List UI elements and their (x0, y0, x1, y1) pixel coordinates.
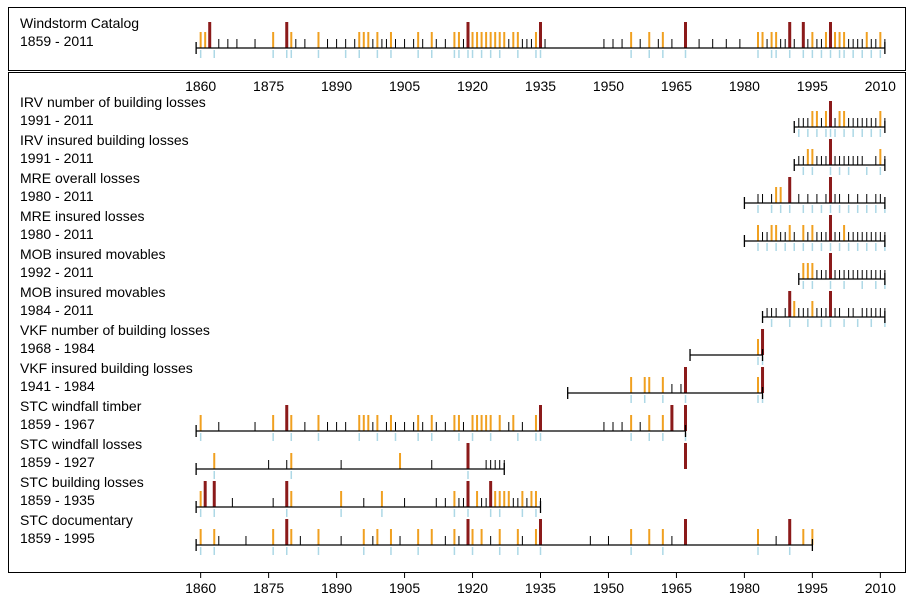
row-label: STC windfall timber (20, 398, 142, 414)
x-tick-label: 1950 (593, 78, 624, 94)
row-period: 1992 - 2011 (20, 264, 94, 280)
x-tick-label: 1950 (593, 580, 624, 596)
x-tick-label: 1965 (661, 78, 692, 94)
row-label: MOB insured movables (20, 246, 166, 262)
x-tick-label: 1965 (661, 580, 692, 596)
row-period: 1859 - 1927 (20, 454, 95, 470)
x-tick-label: 1890 (321, 78, 352, 94)
x-tick-label: 1860 (185, 580, 216, 596)
x-tick-label: 1995 (797, 580, 828, 596)
x-tick-label: 1995 (797, 78, 828, 94)
x-tick-label: 2010 (865, 78, 896, 94)
row-label: MRE insured losses (20, 208, 145, 224)
row-label: VKF insured building losses (20, 360, 193, 376)
row-period: 1980 - 2011 (20, 226, 94, 242)
x-tick-label: 1890 (321, 580, 352, 596)
row-period: 1984 - 2011 (20, 302, 94, 318)
x-tick-label: 1860 (185, 78, 216, 94)
row-period: 1980 - 2011 (20, 188, 94, 204)
bottom-panel (8, 72, 906, 573)
row-label: Windstorm Catalog (20, 15, 139, 31)
x-tick-label: 1935 (525, 78, 556, 94)
x-tick-label: 1920 (457, 78, 488, 94)
x-tick-label: 1980 (729, 78, 760, 94)
top-panel (8, 7, 906, 71)
row-label: IRV insured building losses (20, 132, 189, 148)
row-label: MRE overall losses (20, 170, 140, 186)
row-period: 1991 - 2011 (20, 112, 94, 128)
x-tick-label: 1935 (525, 580, 556, 596)
row-label: STC windfall losses (20, 436, 142, 452)
x-tick-label: 1875 (253, 580, 284, 596)
x-tick-label: 1905 (389, 78, 420, 94)
row-label: STC building losses (20, 474, 144, 490)
x-tick-label: 1980 (729, 580, 760, 596)
row-period: 1859 - 1995 (20, 530, 95, 546)
x-tick-label: 1920 (457, 580, 488, 596)
row-period: 1941 - 1984 (20, 378, 95, 394)
x-tick-label: 1875 (253, 78, 284, 94)
row-period: 1859 - 1967 (20, 416, 95, 432)
row-label: STC documentary (20, 512, 133, 528)
row-label: MOB insured movables (20, 284, 166, 300)
row-label: VKF number of building losses (20, 322, 210, 338)
row-period: 1991 - 2011 (20, 150, 94, 166)
row-period: 1859 - 2011 (20, 33, 94, 49)
row-label: IRV number of building losses (20, 94, 206, 110)
x-tick-label: 2010 (865, 580, 896, 596)
row-period: 1968 - 1984 (20, 340, 95, 356)
row-period: 1859 - 1935 (20, 492, 95, 508)
x-tick-label: 1905 (389, 580, 420, 596)
